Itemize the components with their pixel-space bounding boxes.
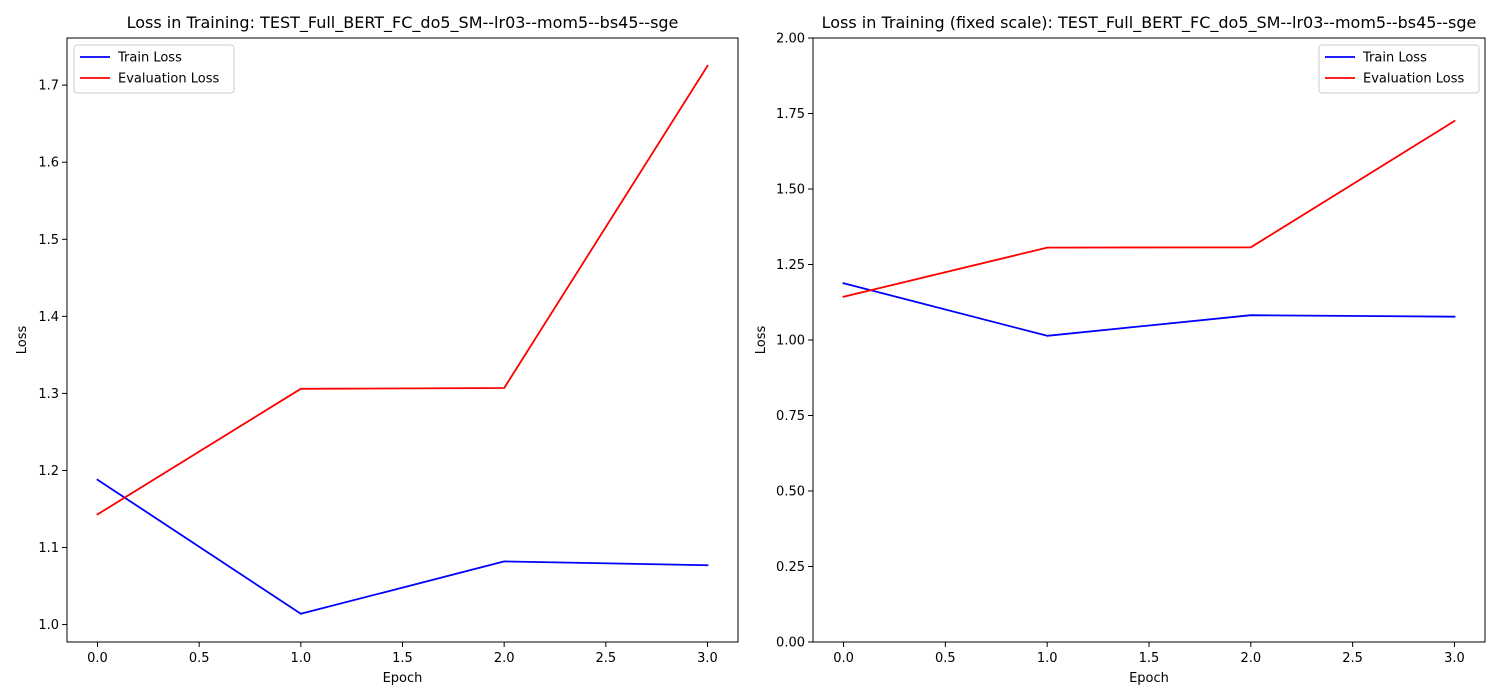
y-tick-label: 1.6	[38, 156, 59, 171]
y-tick-label: 0.25	[776, 560, 805, 575]
legend-label: Train Loss	[117, 51, 182, 66]
chart-title: Loss in Training (fixed scale): TEST_Ful…	[822, 13, 1477, 33]
plot-frame	[812, 37, 1486, 643]
x-axis-label: Epoch	[1129, 671, 1169, 686]
x-tick-label: 2.0	[494, 651, 515, 666]
series-line-evaluation-loss	[842, 119, 1456, 298]
legend-label: Evaluation Loss	[118, 72, 219, 87]
legend: Train Loss Evaluation Loss	[73, 44, 235, 94]
y-tick-label: 1.1	[38, 541, 59, 556]
legend: Train Loss Evaluation Loss	[1318, 44, 1480, 94]
y-tick-label: 0.50	[776, 485, 805, 500]
x-axis-label: Epoch	[383, 671, 423, 686]
x-tick-label: 0.5	[189, 651, 210, 666]
y-axis-label: Loss	[15, 326, 30, 355]
legend-label: Evaluation Loss	[1363, 72, 1464, 87]
x-tick-label: 1.0	[1037, 651, 1058, 666]
x-tick-label: 2.0	[1240, 651, 1261, 666]
plot-frame	[66, 37, 739, 643]
x-tick-label: 3.0	[1444, 651, 1465, 666]
y-axis-label: Loss	[754, 326, 769, 355]
y-tick-label: 1.7	[38, 79, 59, 94]
y-tick-label: 1.0	[38, 618, 59, 633]
y-tick-label: 2.00	[776, 32, 805, 47]
x-tick-label: 2.5	[595, 651, 616, 666]
x-tick-label: 0.0	[833, 651, 854, 666]
chart-title: Loss in Training: TEST_Full_BERT_FC_do5_…	[127, 13, 679, 33]
x-tick-label: 0.5	[935, 651, 956, 666]
y-tick-label: 1.00	[776, 334, 805, 349]
x-tick-label: 3.0	[697, 651, 718, 666]
y-tick-label: 0.00	[776, 636, 805, 651]
y-tick-label: 0.75	[776, 409, 805, 424]
y-tick-label: 1.5	[38, 233, 59, 248]
chart-panel-2: Loss in Training (fixed scale): TEST_Ful…	[754, 13, 1486, 686]
x-tick-label: 1.5	[392, 651, 413, 666]
x-tick-label: 2.5	[1342, 651, 1363, 666]
x-tick-label: 1.0	[290, 651, 311, 666]
series-line-train-loss	[842, 282, 1456, 337]
legend-box	[1318, 44, 1480, 94]
legend-box	[73, 44, 235, 94]
series-line-train-loss	[96, 478, 709, 615]
y-tick-label: 1.3	[38, 387, 59, 402]
x-tick-label: 0.0	[87, 651, 108, 666]
y-tick-label: 1.25	[776, 258, 805, 273]
series-line-evaluation-loss	[96, 64, 709, 516]
y-tick-label: 1.2	[38, 464, 59, 479]
y-tick-label: 1.75	[776, 107, 805, 122]
y-tick-label: 1.4	[38, 310, 59, 325]
y-tick-label: 1.50	[776, 183, 805, 198]
legend-label: Train Loss	[1362, 51, 1427, 66]
chart-panel-1: Loss in Training: TEST_Full_BERT_FC_do5_…	[15, 13, 739, 686]
x-tick-label: 1.5	[1139, 651, 1160, 666]
